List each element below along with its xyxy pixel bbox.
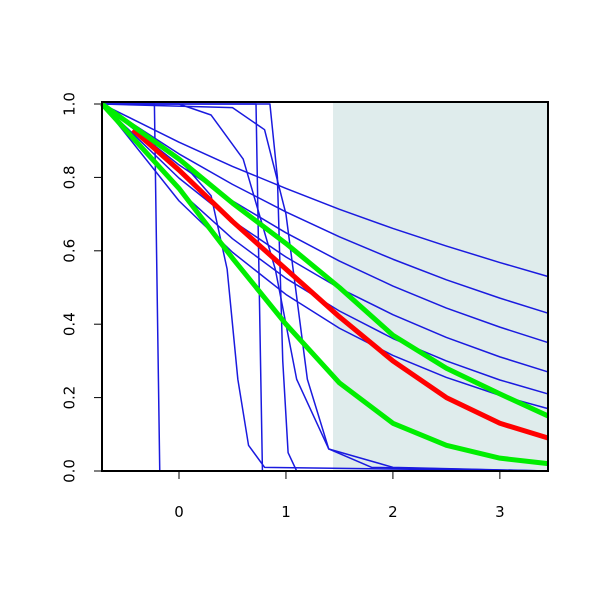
shaded-region: [333, 102, 548, 471]
plot-frame: [101, 101, 549, 472]
y-tick-label: 1.0: [61, 92, 79, 116]
x-tick-label: 1: [281, 503, 291, 521]
series-line: [102, 103, 549, 472]
y-tick-label: 0.8: [61, 165, 79, 189]
y-tick-label: 0.2: [61, 386, 79, 410]
x-tick-label: 2: [388, 503, 398, 521]
series-line: [131, 127, 549, 441]
y-tick-label: 0.0: [61, 459, 79, 483]
series-line: [101, 103, 549, 395]
series-line: [101, 103, 549, 472]
series-line: [100, 101, 550, 419]
x-tick-label: 0: [174, 503, 184, 521]
x-tick-label: 3: [495, 503, 505, 521]
y-tick-label: 0.6: [61, 239, 79, 263]
series-line: [101, 103, 549, 278]
series-line: [101, 103, 549, 314]
series-line: [100, 102, 549, 467]
series-line: [101, 103, 549, 410]
y-tick-label: 0.4: [61, 312, 79, 336]
